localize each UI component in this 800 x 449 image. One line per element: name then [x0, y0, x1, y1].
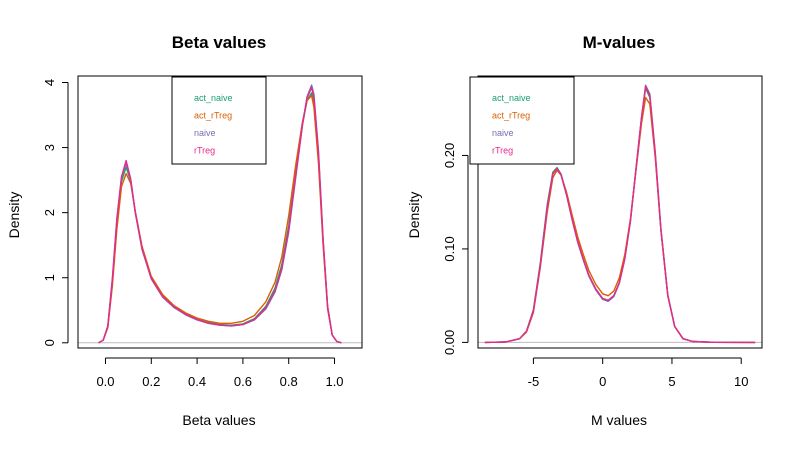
m-legend-entry: naive	[492, 128, 514, 138]
m-x-axis-label: M values	[591, 412, 647, 428]
beta-y-axis-label: Density	[6, 192, 22, 239]
beta-x-tick-label: 0.6	[234, 374, 252, 389]
beta-x-tick-label: 1.0	[325, 374, 343, 389]
beta-y-tick-label: 4	[42, 79, 57, 86]
beta-legend-box	[171, 76, 267, 165]
beta-x-axis-label: Beta values	[182, 412, 255, 428]
m-legend-box	[469, 76, 575, 165]
m-series-line-rTreg	[484, 85, 756, 344]
beta-legend-entry: naive	[194, 128, 216, 138]
beta-legend-entry: rTreg	[194, 146, 215, 156]
beta-x-tick-label: 0.8	[280, 374, 298, 389]
beta-x-tick-label: 0.0	[96, 374, 114, 389]
beta-x-tick-label: 0.2	[142, 374, 160, 389]
m-chart-title: M-values	[583, 33, 656, 52]
m-legend-entry: act_rTreg	[492, 111, 530, 121]
m-x-tick-label: 5	[668, 374, 675, 389]
beta-legend-entry: act_naive	[194, 93, 233, 103]
m-values-panel: M-values M values Density -5 0 5 10 0.00 0.10…	[406, 33, 763, 428]
beta-legend-entry: act_rTreg	[194, 111, 232, 121]
m-plot-area: -5 0 5 10 0.00 0.10 0.20 act_naive act_rTregnaiv…	[442, 75, 763, 389]
m-x-tick-label: 0	[599, 374, 606, 389]
m-x-tick-label: -5	[528, 374, 540, 389]
beta-plot-frame	[77, 75, 363, 349]
m-y-tick-label: 0.20	[442, 143, 457, 168]
m-y-tick-label: 0.10	[442, 236, 457, 261]
beta-y-tick-label: 0	[42, 339, 57, 346]
m-legend-entry: act_naive	[492, 93, 531, 103]
beta-chart-title: Beta values	[172, 33, 267, 52]
beta-series-line-act-rTreg	[98, 94, 342, 344]
m-legend-entry: rTreg	[492, 146, 513, 156]
beta-series-line-rTreg	[98, 87, 342, 344]
beta-y-tick-label: 1	[42, 274, 57, 281]
m-x-tick-label: 10	[734, 374, 748, 389]
beta-values-panel: Beta values Beta values Density 0.0 0.2 0.…	[6, 33, 363, 428]
beta-plot-area: 0.0 0.2 0.4 0.6 0.8 1.0 0 1 2 3 4 act_naive act_rTre…	[42, 75, 363, 389]
beta-x-tick-label: 0.4	[188, 374, 206, 389]
beta-y-tick-label: 3	[42, 144, 57, 151]
m-y-tick-label: 0.00	[442, 330, 457, 355]
m-y-axis-label: Density	[406, 192, 422, 239]
m-plot-frame	[477, 75, 763, 349]
beta-y-tick-label: 2	[42, 209, 57, 216]
